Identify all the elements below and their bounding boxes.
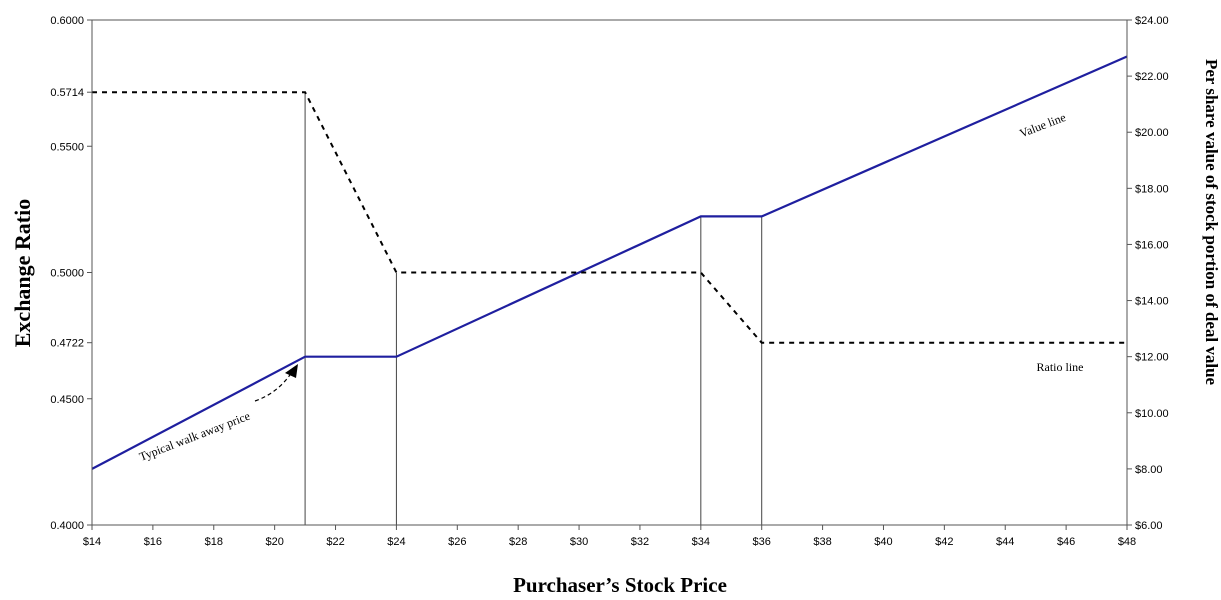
x-tick-label: $38 <box>813 536 831 548</box>
x-tick-label: $22 <box>326 536 344 548</box>
x-tick-label: $32 <box>631 536 649 548</box>
left-tick-label: 0.5714 <box>50 87 84 99</box>
left-tick-label: 0.4500 <box>50 394 84 406</box>
ratio-line-series <box>92 91 1127 344</box>
axes <box>87 19 1132 530</box>
y-axis-left-title: Exchange Ratio <box>10 199 35 348</box>
right-tick-label: $18.00 <box>1135 183 1169 195</box>
x-tick-label: $48 <box>1118 536 1136 548</box>
tick-labels: $14 $16 $18 $20 $22 $24 $26 $28 $30 $32 $34 $36 $38 $… <box>50 15 1168 548</box>
x-tick-label: $18 <box>205 536 223 548</box>
x-axis-title: Purchaser’s Stock Price <box>513 573 727 597</box>
x-tick-label: $36 <box>753 536 771 548</box>
right-tick-label: $12.00 <box>1135 352 1169 364</box>
x-tick-label: $28 <box>509 536 527 548</box>
x-tick-label: $20 <box>265 536 283 548</box>
right-tick-label: $22.00 <box>1135 71 1169 83</box>
ratio-line-label: Ratio line <box>1037 360 1084 374</box>
x-tick-label: $16 <box>144 536 162 548</box>
x-tick-label: $26 <box>448 536 466 548</box>
left-tick-label: 0.5000 <box>50 268 84 280</box>
x-tick-label: $46 <box>1057 536 1075 548</box>
left-tick-label: 0.4000 <box>50 520 84 532</box>
x-tick-label: $44 <box>996 536 1014 548</box>
right-tick-label: $20.00 <box>1135 127 1169 139</box>
value-line-series <box>91 55 1128 470</box>
left-tick-label: 0.4722 <box>50 338 84 350</box>
left-tick-label: 0.6000 <box>50 15 84 27</box>
x-tick-label: $30 <box>570 536 588 548</box>
x-tick-label: $40 <box>874 536 892 548</box>
right-tick-label: $14.00 <box>1135 296 1169 308</box>
right-tick-label: $24.00 <box>1135 15 1169 27</box>
right-tick-label: $10.00 <box>1135 408 1169 420</box>
x-tick-label: $42 <box>935 536 953 548</box>
left-tick-label: 0.5500 <box>50 141 84 153</box>
x-tick-label: $14 <box>83 536 101 548</box>
right-tick-label: $16.00 <box>1135 239 1169 251</box>
right-tick-label: $6.00 <box>1135 520 1163 532</box>
x-tick-label: $34 <box>692 536 710 548</box>
x-tick-label: $24 <box>387 536 405 548</box>
y-axis-right-title: Per share value of stock portion of deal… <box>1202 59 1221 386</box>
right-tick-label: $8.00 <box>1135 464 1163 476</box>
series-layer <box>91 55 1128 470</box>
reference-lines <box>304 92 763 525</box>
walk-away-arrow <box>254 364 298 402</box>
value-line-label: Value line <box>1017 110 1067 140</box>
